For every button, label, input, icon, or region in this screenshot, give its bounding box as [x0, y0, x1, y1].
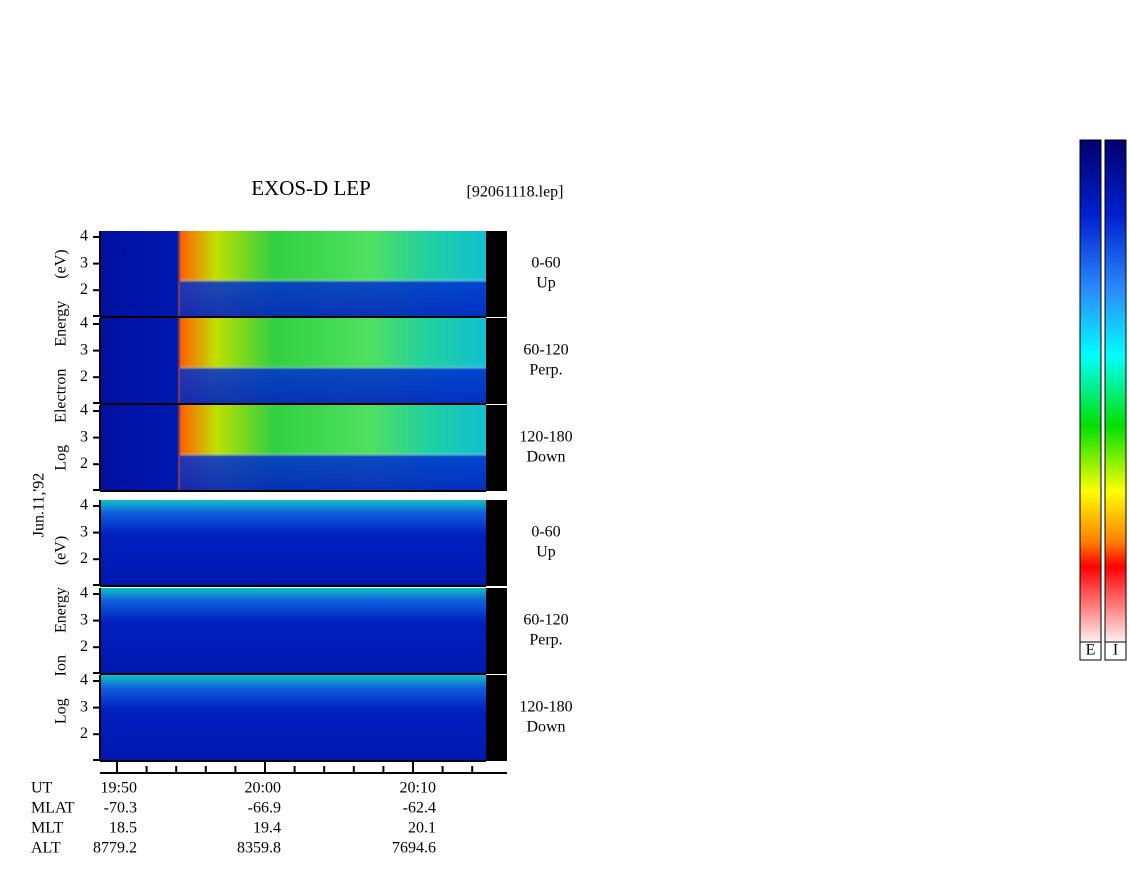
panel-sublabel: Up [536, 544, 556, 561]
panel-label: 0-60 [531, 255, 560, 272]
row-value: 19:50 [101, 780, 137, 797]
y-tick-label: 2 [80, 550, 88, 567]
y-tick-label: 4 [80, 497, 88, 514]
electron-axis-label: Log Electron Energy (eV) [53, 249, 70, 470]
y-tick-label: 2 [80, 638, 88, 655]
row-value: 20:10 [400, 780, 436, 797]
panel-sublabel: Down [526, 719, 565, 736]
y-tick-label: 2 [80, 725, 88, 742]
row-value: 18.5 [109, 820, 137, 837]
y-tick-label: 2 [80, 281, 88, 298]
row-value: 7694.6 [392, 840, 436, 857]
y-tick-label: 3 [80, 698, 88, 715]
row-value: -62.4 [403, 800, 436, 817]
y-tick-label: 4 [80, 402, 88, 419]
panel-label: 60-120 [523, 612, 568, 629]
row-name: MLAT [31, 800, 75, 817]
panel-sublabel: Perp. [529, 632, 562, 649]
panel-label: 0-60 [531, 524, 560, 541]
y-tick-label: 4 [80, 228, 88, 245]
panel-sublabel: Up [536, 275, 556, 292]
panels: 4 3 2 0-60 Up 4 3 2 60-120 Perp. 4 3 2 120-180 Down 4 3 2… [31, 228, 573, 857]
panel-sublabel: Perp. [529, 362, 562, 379]
colorbar [1079, 139, 1102, 643]
ion-axis-label: Log Ion Energy (eV) [53, 536, 70, 724]
row-value: 19.4 [253, 820, 281, 837]
row-value: 20:00 [245, 780, 281, 797]
spectrogram [100, 500, 486, 586]
y-tick-label: 4 [80, 672, 88, 689]
colorbar [1104, 139, 1127, 643]
y-tick-label: 3 [80, 428, 88, 445]
data-gap [486, 231, 507, 317]
row-value: 8359.8 [237, 840, 281, 857]
spectrogram-shade [180, 318, 486, 404]
data-gap [486, 318, 507, 404]
y-tick-label: 2 [80, 455, 88, 472]
spectrogram-shade [180, 231, 486, 317]
y-tick-label: 3 [80, 341, 88, 358]
y-tick-label: 3 [80, 523, 88, 540]
y-tick-label: 2 [80, 368, 88, 385]
y-tick-label: 4 [80, 315, 88, 332]
row-value: -70.3 [104, 800, 137, 817]
spectrogram [100, 675, 486, 761]
row-value: 8779.2 [93, 840, 137, 857]
panel-label: 120-180 [519, 699, 572, 716]
y-tick-label: 4 [80, 585, 88, 602]
data-gap [486, 405, 507, 491]
data-gap [486, 500, 507, 586]
colorbar-label-box [1079, 641, 1102, 661]
panel-sublabel: Down [526, 449, 565, 466]
row-name: ALT [31, 840, 61, 857]
colorbar-label: I [1113, 642, 1118, 659]
data-gap [486, 675, 507, 761]
spectrogram [100, 588, 486, 674]
row-name: MLT [31, 820, 64, 837]
spectrogram-shade [180, 405, 486, 491]
title: EXOS-D LEP [251, 176, 371, 200]
y-tick-label: 3 [80, 254, 88, 271]
file-name: [92061118.lep] [466, 184, 563, 201]
panel-label: 60-120 [523, 342, 568, 359]
row-value: -66.9 [248, 800, 281, 817]
row-name: UT [31, 780, 53, 797]
y-tick-label: 3 [80, 611, 88, 628]
row-value: 20.1 [408, 820, 436, 837]
colorbar-label: E [1086, 642, 1096, 659]
data-gap [486, 588, 507, 674]
date-label: Jun.11,'92 [31, 473, 48, 538]
panel-label: 120-180 [519, 429, 572, 446]
colorbar-label-box [1104, 641, 1127, 661]
